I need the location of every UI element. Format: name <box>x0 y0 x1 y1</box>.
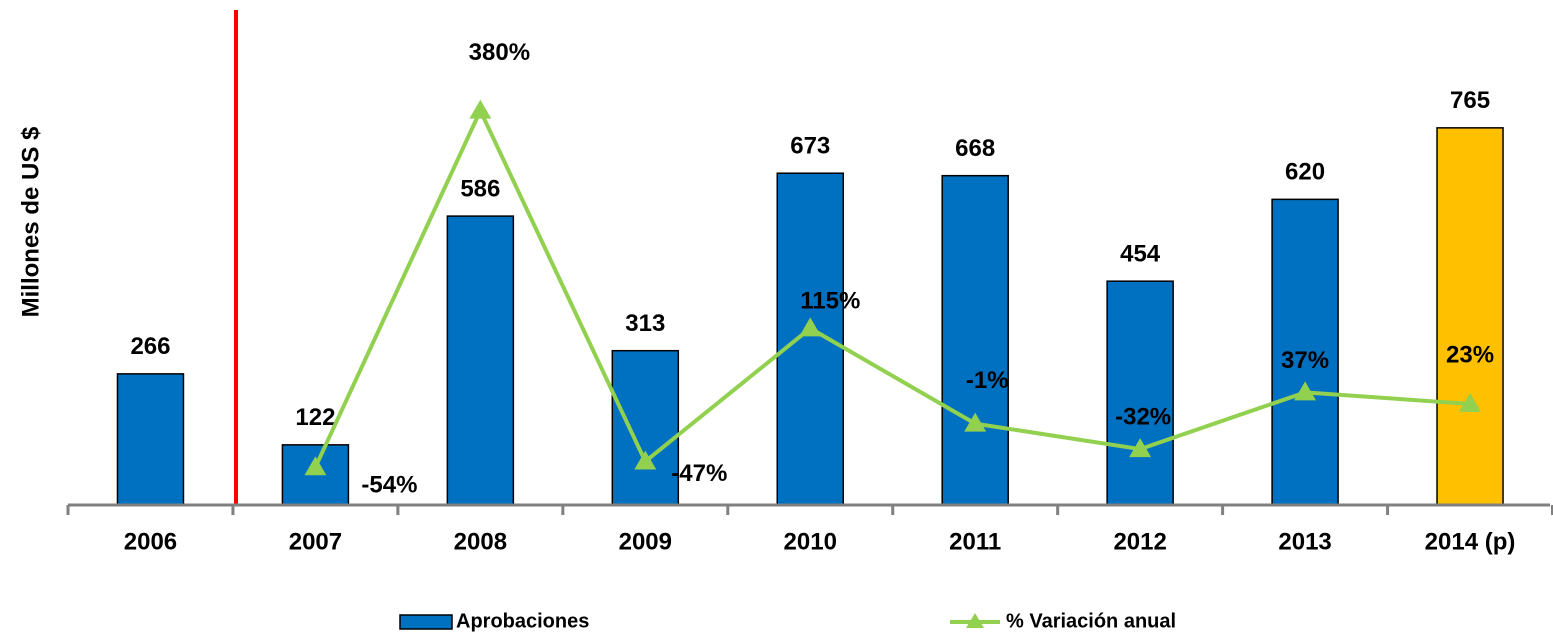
line-marker <box>304 456 327 476</box>
y-axis-label: Millones de US $ <box>17 126 44 317</box>
line-value-label: 37% <box>1281 347 1329 374</box>
bar-value-label: 454 <box>1120 241 1161 268</box>
bar-value-label: 313 <box>625 310 665 337</box>
line-value-label: -32% <box>1115 403 1171 430</box>
x-tick-label: 2010 <box>784 528 837 555</box>
x-tick-label: 2008 <box>454 528 507 555</box>
x-tick-label: 2012 <box>1113 528 1166 555</box>
line-value-label: -47% <box>671 460 727 487</box>
legend-label: Aprobaciones <box>456 610 589 632</box>
line-marker <box>634 450 657 470</box>
x-tick-label: 2007 <box>289 528 342 555</box>
line-value-label: 115% <box>800 288 860 315</box>
bar-value-label: 668 <box>955 135 995 162</box>
bar-value-label: 586 <box>460 175 500 202</box>
line-marker <box>1294 381 1317 401</box>
bar <box>1436 127 1504 506</box>
line-marker <box>1459 392 1482 412</box>
bar <box>1106 280 1174 506</box>
bar <box>776 172 844 506</box>
line-marker <box>799 317 822 337</box>
line-value-label: -1% <box>966 367 1009 394</box>
bar <box>116 373 185 506</box>
bar-value-label: 765 <box>1450 87 1490 114</box>
x-tick-label: 2009 <box>619 528 672 555</box>
legend-marker <box>966 613 984 628</box>
bar-value-label: 673 <box>790 133 830 160</box>
bar <box>941 174 1009 506</box>
line-marker <box>469 99 492 119</box>
x-tick-label: 2014 (p) <box>1425 528 1516 555</box>
legend-label: % Variación anual <box>1006 610 1176 632</box>
line-value-label: -54% <box>361 472 417 499</box>
x-tick-label: 2011 <box>949 528 1001 555</box>
bar <box>446 215 515 506</box>
x-tick-label: 2013 <box>1278 528 1331 555</box>
line-value-label: 380% <box>469 39 530 66</box>
bar-value-label: 266 <box>130 333 170 360</box>
line-value-label: 23% <box>1446 341 1494 368</box>
bar-value-label: 122 <box>295 404 335 431</box>
bar-value-label: 620 <box>1285 159 1325 186</box>
line-marker <box>964 412 987 432</box>
legend-swatch <box>399 614 453 630</box>
bar <box>1271 198 1339 506</box>
x-tick-label: 2006 <box>124 528 177 555</box>
line-series <box>313 105 1471 469</box>
bar <box>611 349 680 506</box>
line-marker <box>1129 438 1152 458</box>
